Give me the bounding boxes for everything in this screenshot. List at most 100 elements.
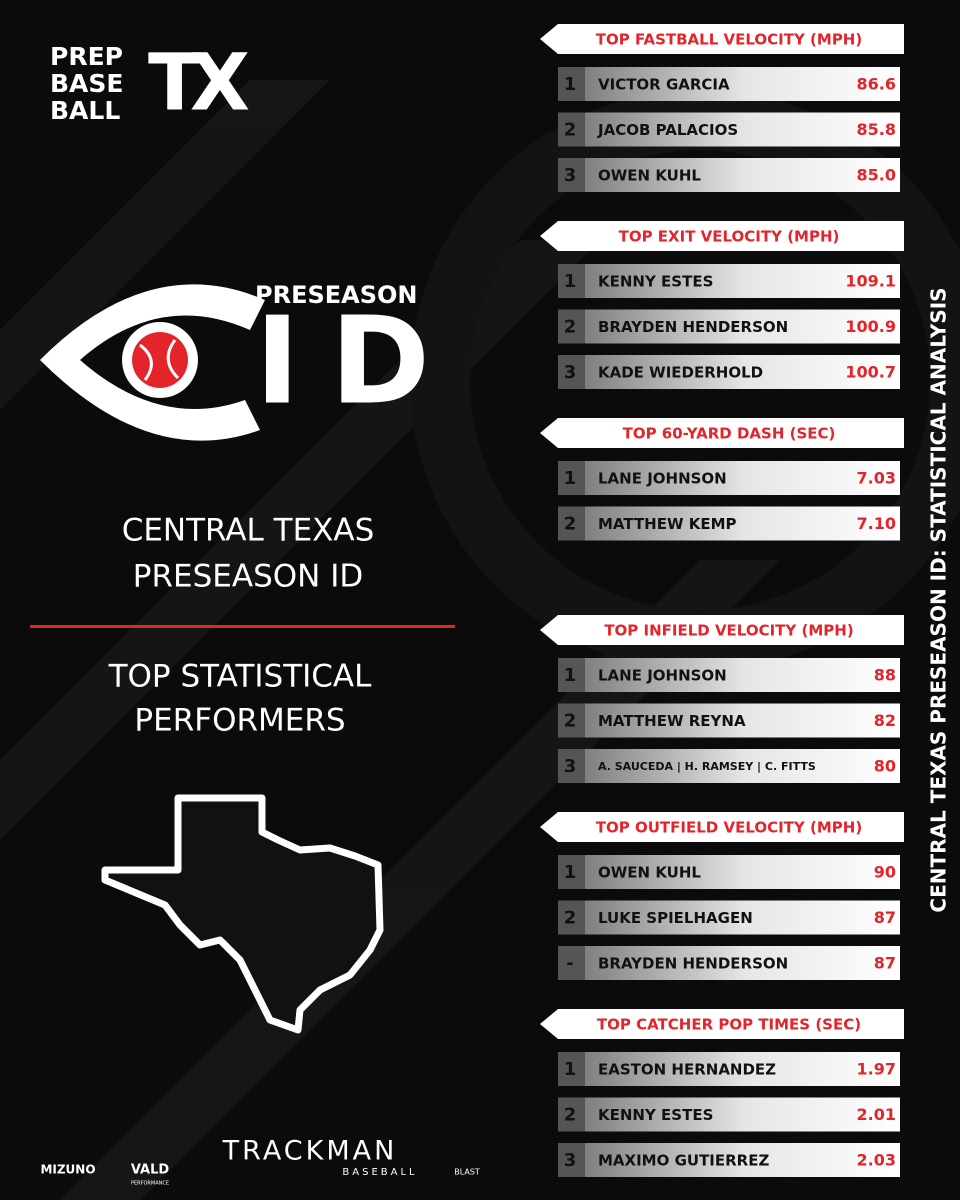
section-header: TOP 60-YARD DASH (SEC) xyxy=(623,425,836,443)
rank-bg xyxy=(558,461,585,495)
rank: 2 xyxy=(564,1105,577,1126)
row-bg xyxy=(558,1097,900,1132)
rank: 3 xyxy=(564,165,577,186)
row-bg xyxy=(558,158,900,192)
player-name: OWEN KUHL xyxy=(598,864,701,882)
player-name: JACOB PALACIOS xyxy=(597,121,738,139)
sponsors: MIZUNO VALD PERFORMANCE TRACKMAN BASEBAL… xyxy=(40,1136,479,1187)
subtitle-line: TOP STATISTICAL xyxy=(108,659,373,695)
section-header-bg xyxy=(540,615,904,645)
rank-bg xyxy=(558,1052,585,1086)
stat-value: 85.0 xyxy=(857,166,896,185)
rank-bg xyxy=(558,658,585,692)
section-header-bg xyxy=(540,221,904,251)
rank: 3 xyxy=(564,756,577,777)
player-name: KENNY ESTES xyxy=(598,1106,713,1124)
section-header-bg xyxy=(540,1009,904,1039)
player-name: MAXIMO GUTIERREZ xyxy=(598,1152,769,1170)
event-logo-big: ID xyxy=(255,293,430,432)
player-name: A. SAUCEDA | H. RAMSEY | C. FITTS xyxy=(598,760,816,773)
stat-value: 80 xyxy=(874,757,896,776)
player-name: VICTOR GARCIA xyxy=(598,76,730,94)
rank-bg xyxy=(558,112,585,147)
section-header-bg xyxy=(540,24,904,54)
player-name: MATTHEW REYNA xyxy=(598,712,746,730)
player-name: MATTHEW KEMP xyxy=(598,515,737,533)
rank-bg xyxy=(558,309,585,344)
stat-value: 86.6 xyxy=(857,75,896,94)
row-bg xyxy=(558,855,900,889)
rank: 2 xyxy=(564,514,577,535)
rank: 2 xyxy=(564,120,577,141)
title-line: PRESEASON ID xyxy=(133,559,363,595)
stat-value: 90 xyxy=(874,863,896,882)
sponsor: PERFORMANCE xyxy=(131,1181,169,1187)
sponsor: VALD xyxy=(131,1163,170,1178)
row-bg xyxy=(558,703,900,738)
rank: 1 xyxy=(564,665,577,686)
stat-value: 7.10 xyxy=(857,514,896,533)
player-name: EASTON HERNANDEZ xyxy=(598,1061,776,1079)
stat-value: 88 xyxy=(874,666,896,685)
logo-line: BALL xyxy=(50,96,120,125)
stat-lists: TOP FASTBALL VELOCITY (MPH) 1 VICTOR GARCI… xyxy=(540,24,904,1177)
rank-bg xyxy=(558,264,585,298)
row-bg xyxy=(558,1052,900,1086)
player-name: BRAYDEN HENDERSON xyxy=(598,955,788,973)
section-header: TOP INFIELD VELOCITY (MPH) xyxy=(604,622,853,640)
row-bg xyxy=(558,1143,900,1177)
brand-logo: PREP BASE BALL TX xyxy=(50,38,250,128)
rank: 3 xyxy=(564,1150,577,1171)
rank-bg xyxy=(558,1143,585,1177)
row-bg xyxy=(558,749,900,783)
sponsor: BLAST xyxy=(454,1168,480,1177)
logo-line: PREP xyxy=(50,42,123,71)
row-bg xyxy=(558,461,900,495)
row-bg xyxy=(558,946,900,980)
stat-value: 2.01 xyxy=(857,1105,896,1124)
rank-bg xyxy=(558,506,585,541)
sponsor: TRACKMAN xyxy=(222,1136,398,1167)
section-header-bg xyxy=(540,812,904,842)
subtitle-line: PERFORMERS xyxy=(134,703,345,739)
rank: 2 xyxy=(564,317,577,338)
stat-value: 100.9 xyxy=(845,317,896,336)
row-bg xyxy=(558,67,900,101)
rank-bg xyxy=(558,1097,585,1132)
player-name: LUKE SPIELHAGEN xyxy=(598,909,753,927)
rank-bg xyxy=(558,946,585,980)
event-logo-top: PRESEASON xyxy=(255,281,418,309)
rank-bg xyxy=(558,703,585,738)
sponsor: BASEBALL xyxy=(342,1167,417,1178)
row-bg xyxy=(558,658,900,692)
row-bg xyxy=(558,355,900,389)
row-bg xyxy=(558,309,900,344)
row-bg xyxy=(558,900,900,935)
logo-mark: TX xyxy=(148,38,250,128)
stat-value: 85.8 xyxy=(857,120,896,139)
stat-value: 82 xyxy=(874,711,896,730)
rank: 1 xyxy=(564,1059,577,1080)
rank-bg xyxy=(558,855,585,889)
rank: 1 xyxy=(564,271,577,292)
rank-bg xyxy=(558,158,585,192)
rank: 1 xyxy=(564,862,577,883)
event-logo: PRESEASON ID xyxy=(40,281,430,441)
row-bg xyxy=(558,506,900,541)
rank-bg xyxy=(558,749,585,783)
stat-value: 109.1 xyxy=(845,272,896,291)
rank-bg xyxy=(558,900,585,935)
stat-value: 87 xyxy=(874,954,896,973)
rank: - xyxy=(566,953,573,974)
rank-bg xyxy=(558,67,585,101)
section-header: TOP FASTBALL VELOCITY (MPH) xyxy=(596,31,862,49)
logo-line: BASE xyxy=(50,69,124,98)
section-header: TOP EXIT VELOCITY (MPH) xyxy=(619,228,840,246)
rank: 2 xyxy=(564,908,577,929)
stat-value: 7.03 xyxy=(857,469,896,488)
texas-map xyxy=(101,794,384,1034)
player-name: KADE WIEDERHOLD xyxy=(598,364,763,382)
row-bg xyxy=(558,264,900,298)
sponsor: MIZUNO xyxy=(40,1163,95,1177)
